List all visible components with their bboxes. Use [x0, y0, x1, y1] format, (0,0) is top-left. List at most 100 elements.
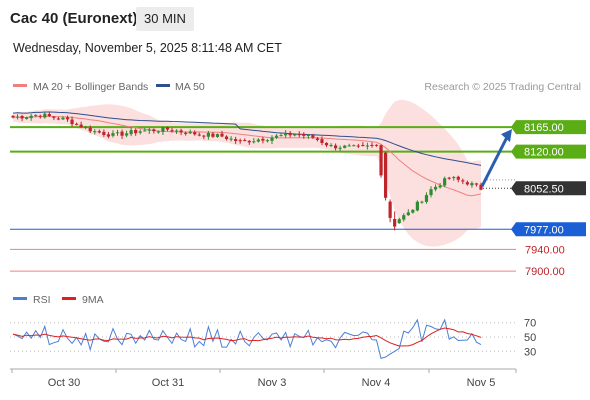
candle: [88, 125, 92, 134]
candle-body: [234, 139, 238, 141]
candle: [311, 133, 315, 139]
candle: [461, 178, 465, 185]
candle: [165, 126, 170, 132]
candle: [102, 129, 106, 137]
candle: [211, 131, 215, 138]
target-arrow-shaft: [480, 136, 509, 187]
candle: [47, 111, 51, 117]
candle: [38, 114, 42, 119]
candle: [138, 129, 142, 135]
candle-body: [479, 184, 483, 190]
candle-body: [211, 133, 215, 137]
candle: [43, 112, 47, 119]
candle-body: [106, 134, 111, 137]
candle: [297, 131, 301, 138]
candle: [402, 213, 406, 222]
resistance-label: 8120.00: [524, 147, 564, 159]
candle: [347, 143, 351, 147]
candle: [56, 116, 61, 121]
candle: [224, 135, 229, 141]
candle-body: [174, 130, 179, 132]
candle: [293, 133, 297, 137]
candle: [84, 125, 88, 130]
candle: [256, 138, 260, 143]
candle: [329, 143, 333, 148]
candle: [156, 130, 160, 134]
candle-body: [129, 130, 133, 135]
candle-body: [156, 131, 160, 133]
candle: [174, 129, 179, 134]
candle: [443, 176, 447, 188]
candle: [197, 132, 201, 137]
candle-body: [20, 116, 24, 119]
candle: [302, 132, 306, 139]
candle-body: [452, 177, 456, 179]
candle: [393, 211, 397, 231]
candle-body: [379, 145, 383, 176]
rsi-ma-line: [12, 327, 482, 347]
candle-body: [284, 132, 288, 136]
candle-body: [374, 144, 379, 146]
candle-body: [270, 137, 274, 141]
candle-body: [411, 209, 415, 213]
candle: [324, 142, 329, 148]
candle-body: [56, 118, 61, 120]
candle-body: [329, 144, 333, 146]
ma50-legend-swatch: [156, 84, 170, 87]
candle: [474, 182, 479, 187]
candle: [188, 129, 192, 135]
candle-body: [170, 130, 174, 132]
candle-body: [352, 145, 356, 147]
candle-body: [138, 131, 142, 133]
candle-body: [243, 140, 247, 142]
candle-body: [43, 113, 47, 118]
candle-body: [38, 115, 42, 117]
candle: [261, 136, 265, 144]
resistance-label: 8165.00: [524, 122, 564, 134]
candle-body: [111, 133, 115, 136]
x-axis-label: Nov 4: [362, 377, 391, 389]
candle: [356, 143, 360, 149]
candle: [252, 138, 256, 144]
rsi-level-label: 30: [524, 346, 536, 358]
timeframe-badge[interactable]: 30 MIN: [136, 7, 194, 31]
candle: [420, 200, 424, 204]
rsi-level-label: 70: [524, 318, 536, 330]
candle: [61, 116, 65, 120]
candle: [143, 127, 147, 132]
candle-body: [115, 132, 120, 134]
candle-body: [370, 144, 374, 146]
candle: [320, 136, 324, 146]
candle-body: [93, 131, 97, 133]
candle-body: [361, 144, 365, 146]
candle-body: [188, 131, 192, 134]
candle-body: [124, 133, 129, 136]
candle-body: [465, 182, 469, 185]
candle-body: [383, 152, 388, 198]
support-label-tag: [511, 222, 586, 237]
candle-body: [343, 145, 347, 148]
minor-level-label: 7900.00: [525, 266, 565, 278]
candle: [438, 183, 442, 189]
candle-body: [306, 134, 310, 136]
candle: [284, 130, 288, 138]
candle: [365, 142, 370, 150]
candle-body: [443, 178, 447, 186]
candle: [193, 130, 197, 136]
candle-body: [25, 117, 29, 119]
candle-body: [356, 145, 360, 147]
bollinger-band: [13, 99, 481, 247]
candle: [465, 180, 469, 186]
candle: [115, 129, 120, 136]
candle-body: [15, 116, 20, 118]
chart-datetime: Wednesday, November 5, 2025 8:11:48 AM C…: [13, 41, 282, 55]
candle: [75, 122, 79, 126]
candle-body: [365, 145, 370, 147]
candle-body: [279, 135, 283, 137]
candle-body: [315, 138, 320, 140]
candle-body: [261, 138, 265, 141]
candle-body: [79, 124, 83, 128]
instrument-title: Cac 40 (Euronext): [10, 10, 138, 27]
candle-body: [247, 140, 251, 143]
candle: [106, 131, 111, 139]
